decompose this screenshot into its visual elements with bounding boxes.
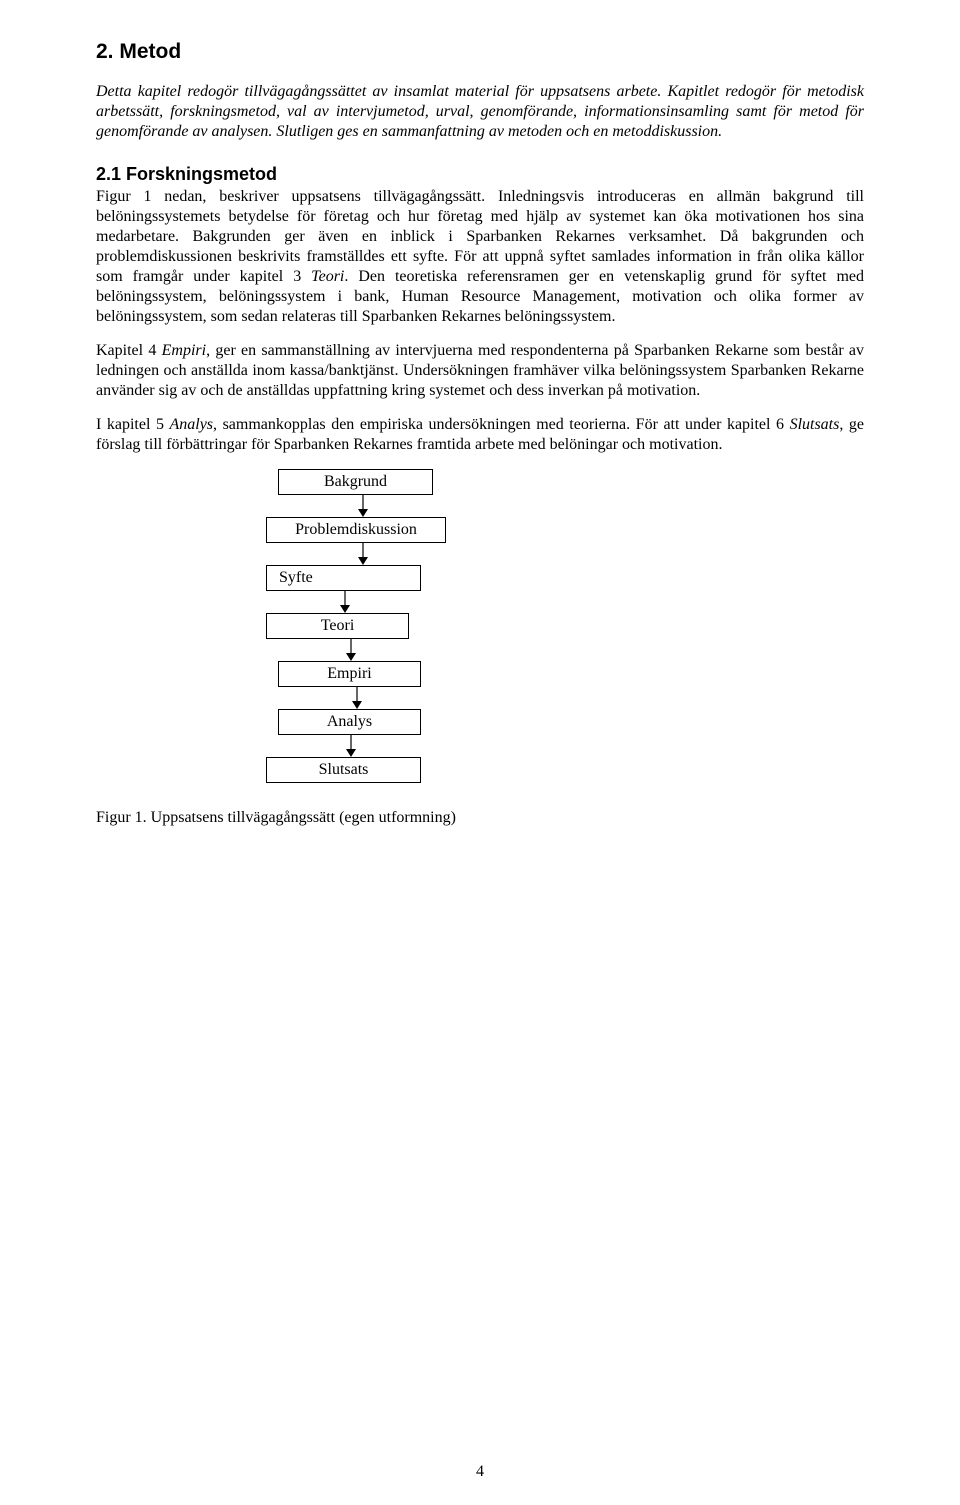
flowchart: Bakgrund Problemdiskussion Syfte Teori Empir… [266,469,864,783]
page-number: 4 [0,1463,960,1481]
body-paragraph-1: Figur 1 nedan, beskriver uppsatsens till… [96,187,864,327]
page: 2. Metod Detta kapitel redogör tillvägag… [0,0,960,1505]
flow-node: Syfte [266,565,421,591]
flow-node: Problemdiskussion [266,517,446,543]
heading-1: 2. Metod [96,40,864,64]
body-paragraph-3: I kapitel 5 Analys, sammankopplas den em… [96,415,864,455]
flow-arrow-icon [344,639,358,661]
flow-arrow-icon [350,687,364,709]
flow-node: Bakgrund [278,469,433,495]
flow-arrow-icon [356,495,370,517]
flow-arrow-icon [338,591,352,613]
body-paragraph-2: Kapitel 4 Empiri, ger en sammanställning… [96,341,864,401]
flow-node: Analys [278,709,421,735]
intro-paragraph: Detta kapitel redogör tillvägagångssätte… [96,82,864,142]
heading-2: 2.1 Forskningsmetod [96,164,864,185]
flow-node: Empiri [278,661,421,687]
flow-arrow-icon [356,543,370,565]
figure-caption: Figur 1. Uppsatsens tillvägagångssätt (e… [96,809,864,827]
flow-node: Teori [266,613,409,639]
flow-arrow-icon [344,735,358,757]
flow-node: Slutsats [266,757,421,783]
